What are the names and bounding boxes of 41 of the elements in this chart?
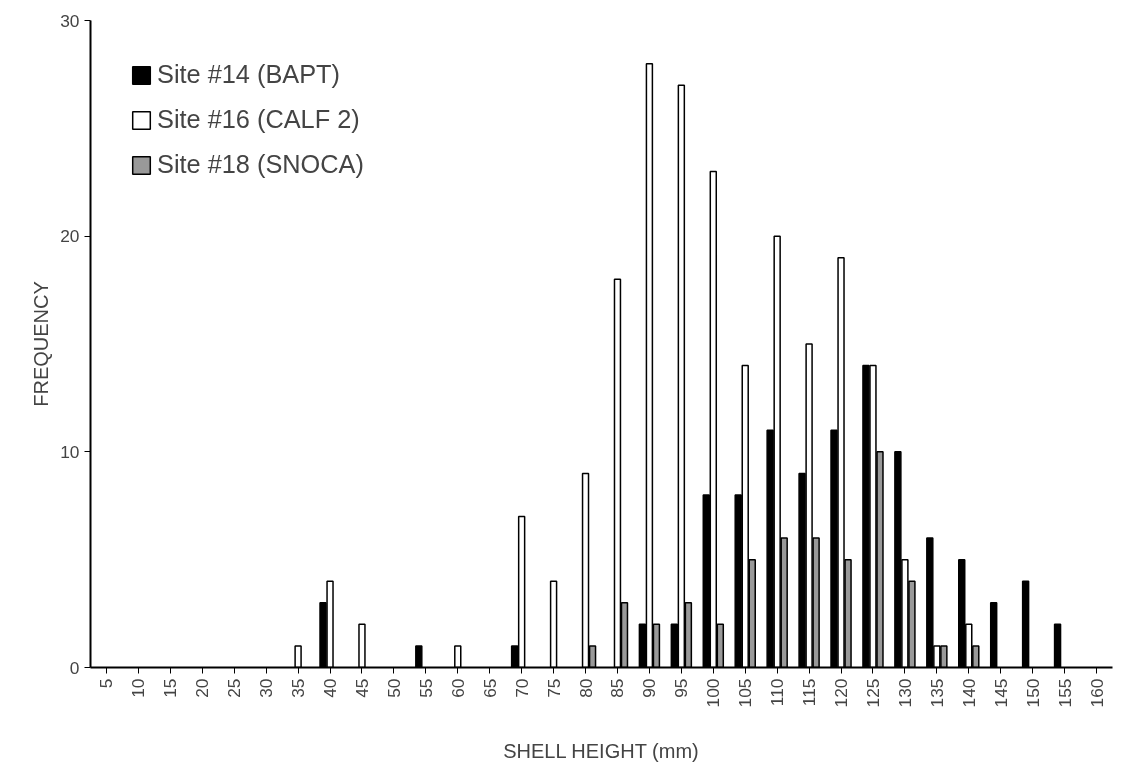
x-tick-label: 70	[511, 678, 532, 698]
x-tick-label: 160	[1086, 678, 1107, 708]
y-tick-label: 0	[69, 657, 80, 678]
x-tick-label: 130	[894, 678, 915, 708]
x-tick-label: 25	[224, 678, 245, 698]
x-tick-label: 135	[926, 678, 947, 708]
x-tick-label: 120	[831, 678, 852, 708]
x-tick-label: 65	[479, 678, 500, 698]
x-tick-label: 100	[703, 678, 724, 708]
x-tick-label: 20	[192, 678, 213, 698]
x-tick-label: 105	[735, 678, 756, 708]
x-tick-label: 50	[383, 678, 404, 698]
x-tick-label: 150	[1022, 678, 1043, 708]
x-tick-label: 15	[160, 678, 181, 698]
x-tick-label: 80	[575, 678, 596, 698]
y-axis-title: FREQUENCY	[30, 281, 53, 407]
x-tick-label: 125	[862, 678, 883, 708]
x-tick-label: 145	[990, 678, 1011, 708]
x-tick-label: 90	[639, 678, 660, 698]
x-tick-label: 155	[1054, 678, 1075, 708]
x-tick-label: 30	[256, 678, 277, 698]
legend-label: Site #18 (SNOCA)	[157, 150, 364, 179]
x-tick-label: 45	[351, 678, 372, 698]
legend-label: Site #14 (BAPT)	[157, 60, 340, 89]
legend-label: Site #16 (CALF 2)	[157, 105, 360, 134]
x-tick-label: 115	[799, 678, 820, 707]
y-tick-label: 10	[60, 441, 80, 462]
x-tick-label: 140	[958, 678, 979, 708]
x-tick-label: 110	[767, 678, 788, 707]
x-tick-label: 40	[320, 678, 341, 698]
x-tick-label: 5	[96, 678, 117, 689]
y-tick-label: 30	[60, 10, 80, 31]
x-tick-label: 75	[543, 678, 564, 698]
x-tick-label: 10	[128, 678, 149, 698]
x-tick-label: 85	[607, 678, 628, 698]
x-tick-label: 60	[447, 678, 468, 698]
x-tick-label: 55	[415, 678, 436, 698]
x-tick-label: 95	[671, 678, 692, 698]
x-axis-title: SHELL HEIGHT (mm)	[503, 740, 699, 763]
y-tick-label: 20	[60, 226, 80, 247]
x-tick-label: 35	[288, 678, 309, 698]
